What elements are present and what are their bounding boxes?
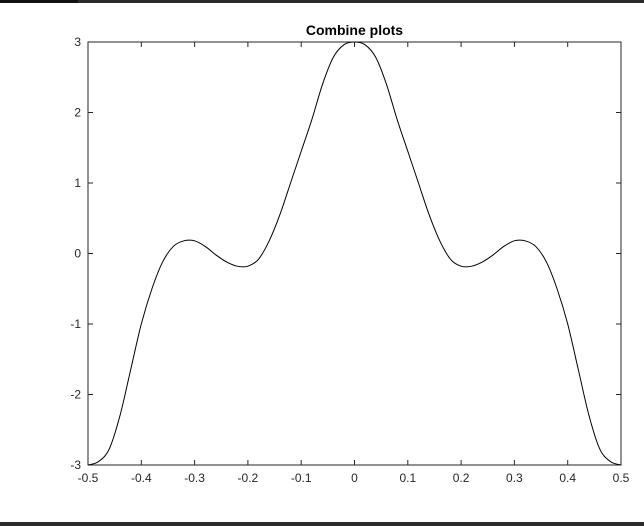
x-tick-label: -0.3	[184, 471, 205, 485]
x-tick-label: 0.3	[506, 471, 523, 485]
y-tick-label: -1	[70, 317, 81, 331]
x-tick-label: -0.2	[238, 471, 259, 485]
series-line	[87, 41, 622, 466]
x-tick-label: 0.2	[453, 471, 470, 485]
x-tick-label: -0.1	[291, 471, 312, 485]
y-tick-label: -3	[70, 458, 81, 472]
x-tick-label: -0.5	[78, 471, 99, 485]
x-tick-label: 0.4	[559, 471, 576, 485]
y-tick-label: 1	[74, 176, 81, 190]
x-tick-label: 0	[351, 471, 358, 485]
bottom-window-strip	[0, 522, 644, 526]
y-tick-label: -2	[70, 388, 81, 402]
y-tick-label: 0	[74, 247, 81, 261]
x-tick-label: 0.5	[613, 471, 630, 485]
chart-title: Combine plots	[306, 22, 403, 38]
top-window-strip	[0, 0, 644, 3]
y-tick-label: 3	[74, 35, 81, 49]
x-tick-label: 0.1	[399, 471, 416, 485]
top-window-tab	[0, 0, 78, 3]
plot-area: -0.5 -0.4 -0.3 -0.2 -0.1 0 0.1 0.2 0.3 0.4 0.5 3 2 1 0…	[70, 35, 629, 485]
y-tick-label: 2	[74, 106, 81, 120]
x-tick-label: -0.4	[131, 471, 152, 485]
